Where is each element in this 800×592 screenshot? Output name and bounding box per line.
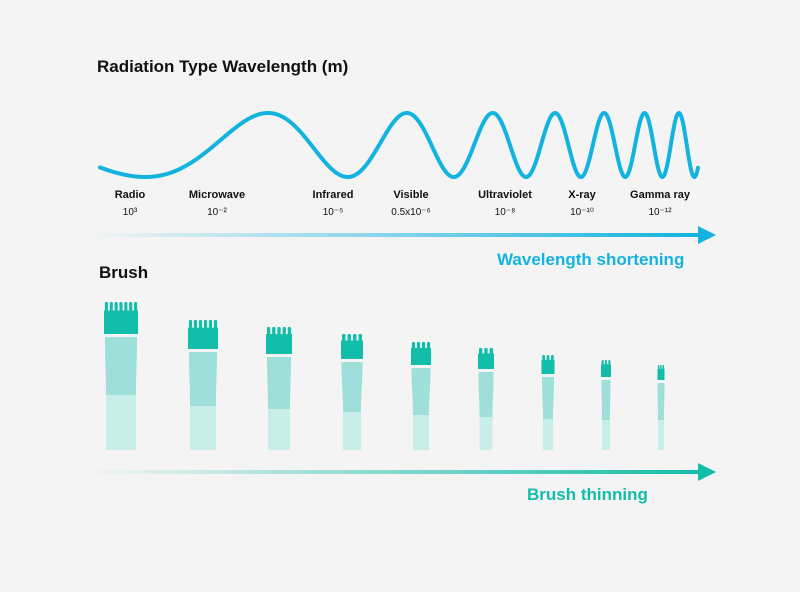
brush-tip: [478, 353, 494, 369]
brush-bristles: [188, 320, 218, 329]
brush-ferrule: [189, 352, 217, 406]
brush-bristles: [601, 360, 611, 365]
band-name-4: Ultraviolet: [478, 189, 532, 201]
brush-7: [541, 355, 555, 450]
brush-bristles: [657, 365, 665, 370]
brush-handle: [479, 417, 493, 450]
brush-ferrule: [542, 377, 554, 419]
brush-row: [104, 302, 665, 450]
band-name-5: X-ray: [568, 189, 596, 201]
brush-handle: [343, 412, 361, 450]
brush-tip: [188, 327, 218, 349]
brush-3: [266, 327, 292, 450]
brush-ferrule: [478, 372, 494, 417]
brush-6: [478, 348, 494, 450]
band-wavelength-6: 10⁻¹²: [648, 207, 672, 218]
brush-handle: [658, 420, 664, 450]
radiation-title: Radiation Type Wavelength (m): [97, 57, 348, 76]
wavelength-arrow-label: Wavelength shortening: [497, 250, 684, 269]
brush-tip: [341, 340, 363, 359]
band-wavelength-2: 10⁻⁵: [323, 207, 344, 218]
band-wavelength-3: 0.5x10⁻⁶: [391, 207, 430, 218]
brush-9: [657, 365, 665, 450]
brush-title: Brush: [99, 263, 148, 282]
brush-tip: [266, 334, 292, 354]
brush-tip: [541, 359, 555, 374]
brush-1: [104, 302, 138, 450]
band-name-1: Microwave: [189, 189, 245, 201]
brush-handle: [602, 420, 610, 450]
brush-2: [188, 320, 218, 450]
brush-bristles: [266, 327, 292, 335]
band-wavelength-1: 10⁻²: [207, 207, 227, 218]
brush-ferrule: [105, 337, 137, 395]
wavelength-wave: [98, 111, 700, 179]
brush-4: [341, 334, 363, 450]
wavelength-arrow: [88, 226, 716, 244]
band-wavelength-4: 10⁻⁸: [495, 207, 516, 218]
band-name-0: Radio: [115, 189, 146, 201]
band-name-2: Infrared: [313, 189, 354, 201]
brush-8: [601, 360, 611, 450]
brush-handle: [190, 406, 216, 450]
band-name-6: Gamma ray: [630, 189, 691, 201]
band-labels: Radio 10³ Microwave 10⁻² Infrared 10⁻⁵ Visible…: [115, 189, 691, 218]
brush-handle: [106, 395, 136, 450]
brush-ferrule: [341, 362, 363, 412]
brush-arrow-label: Brush thinning: [527, 485, 648, 504]
brush-bristles: [478, 348, 494, 354]
brush-tip: [411, 347, 431, 365]
brush-handle: [543, 419, 553, 450]
brush-ferrule: [411, 368, 431, 415]
band-wavelength-0: 10³: [123, 207, 138, 218]
band-wavelength-5: 10⁻¹⁰: [570, 207, 594, 218]
brush-tip: [601, 364, 611, 377]
brush-tip: [657, 368, 665, 380]
brush-bristles: [341, 334, 363, 341]
brush-ferrule: [601, 380, 611, 420]
brush-bristles: [411, 342, 431, 349]
brush-handle: [268, 409, 290, 450]
brush-5: [411, 342, 431, 450]
brush-tip: [104, 310, 138, 334]
brush-ferrule: [657, 383, 665, 420]
brush-handle: [413, 415, 429, 450]
brush-arrow: [88, 463, 716, 481]
brush-ferrule: [267, 357, 291, 409]
brush-bristles: [104, 302, 138, 311]
brush-bristles: [542, 355, 554, 361]
band-name-3: Visible: [393, 189, 428, 201]
